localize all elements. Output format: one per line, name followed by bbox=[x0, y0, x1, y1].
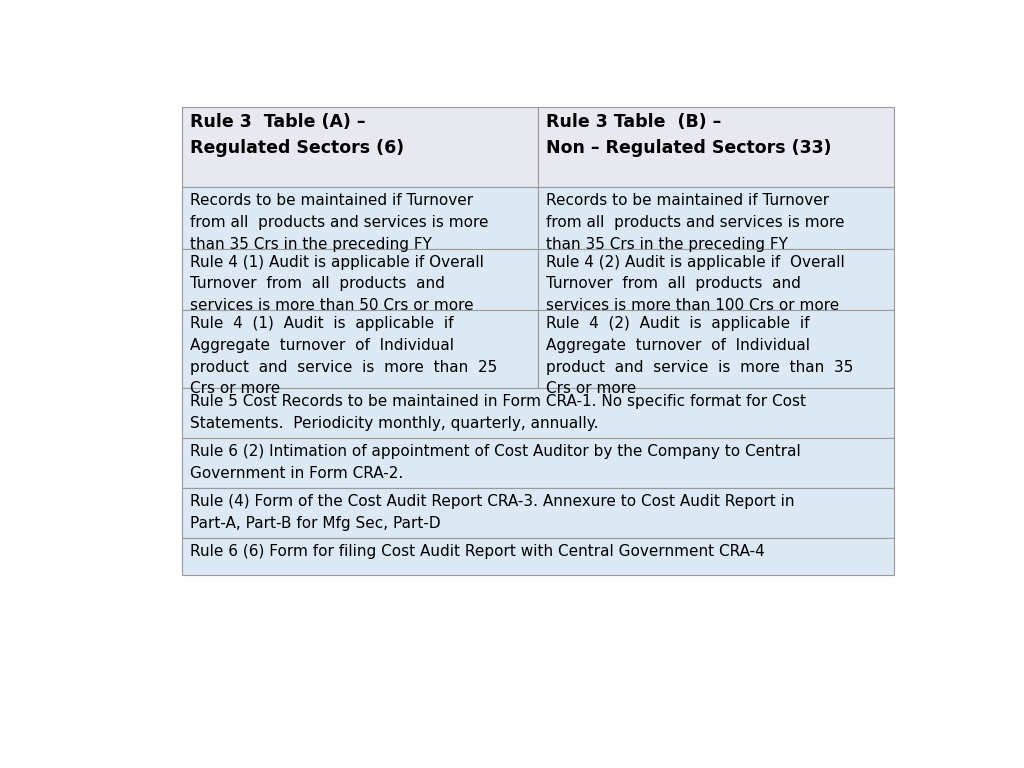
Bar bbox=[182, 439, 894, 488]
Text: Rule 3  Table (A) –
Regulated Sectors (6): Rule 3 Table (A) – Regulated Sectors (6) bbox=[189, 113, 404, 157]
Text: Rule 4 (2) Audit is applicable if  Overall
Turnover  from  all  products  and
se: Rule 4 (2) Audit is applicable if Overal… bbox=[546, 255, 845, 313]
Text: Rule 6 (6) Form for filing Cost Audit Report with Central Government CRA-4: Rule 6 (6) Form for filing Cost Audit Re… bbox=[189, 545, 765, 559]
Text: Rule  4  (2)  Audit  is  applicable  if
Aggregate  turnover  of  Individual
prod: Rule 4 (2) Audit is applicable if Aggreg… bbox=[546, 316, 854, 396]
Bar bbox=[539, 107, 894, 187]
Text: Rule 4 (1) Audit is applicable if Overall
Turnover  from  all  products  and
ser: Rule 4 (1) Audit is applicable if Overal… bbox=[189, 255, 483, 313]
Bar bbox=[539, 249, 894, 310]
Text: Rule 5 Cost Records to be maintained in Form CRA-1. No specific format for Cost
: Rule 5 Cost Records to be maintained in … bbox=[189, 394, 806, 431]
Bar bbox=[539, 187, 894, 249]
Bar bbox=[182, 187, 539, 249]
Text: Rule (4) Form of the Cost Audit Report CRA-3. Annexure to Cost Audit Report in
P: Rule (4) Form of the Cost Audit Report C… bbox=[189, 495, 795, 531]
Bar bbox=[539, 310, 894, 388]
Text: Records to be maintained if Turnover
from all  products and services is more
tha: Records to be maintained if Turnover fro… bbox=[546, 194, 845, 252]
Bar bbox=[182, 538, 894, 574]
Bar bbox=[182, 488, 894, 538]
Text: Rule  4  (1)  Audit  is  applicable  if
Aggregate  turnover  of  Individual
prod: Rule 4 (1) Audit is applicable if Aggreg… bbox=[189, 316, 497, 396]
Text: Rule 3 Table  (B) –
Non – Regulated Sectors (33): Rule 3 Table (B) – Non – Regulated Secto… bbox=[546, 113, 831, 157]
Bar bbox=[182, 388, 894, 439]
Bar bbox=[182, 310, 539, 388]
Bar bbox=[182, 107, 539, 187]
Text: Records to be maintained if Turnover
from all  products and services is more
tha: Records to be maintained if Turnover fro… bbox=[189, 194, 488, 252]
Text: Rule 6 (2) Intimation of appointment of Cost Auditor by the Company to Central
G: Rule 6 (2) Intimation of appointment of … bbox=[189, 444, 801, 481]
Bar bbox=[182, 249, 539, 310]
